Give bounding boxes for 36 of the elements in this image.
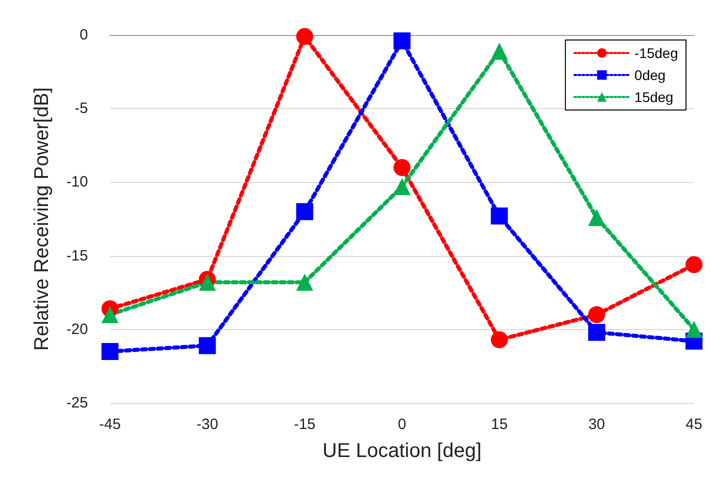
legend-label: -15deg bbox=[634, 45, 678, 61]
point bbox=[198, 274, 216, 291]
x-tick-label: 0 bbox=[398, 416, 406, 433]
point bbox=[102, 342, 118, 360]
y-tick-label: -20 bbox=[66, 320, 88, 338]
x-tick-label: -15 bbox=[294, 416, 316, 433]
y-tick-label: -10 bbox=[66, 174, 88, 191]
point bbox=[490, 208, 508, 225]
point bbox=[394, 32, 410, 50]
point bbox=[296, 203, 314, 220]
point bbox=[588, 306, 606, 324]
y-tick-label: -15 bbox=[66, 247, 88, 264]
point bbox=[198, 337, 216, 354]
y-tick-label: -25 bbox=[66, 394, 88, 412]
x-tick-label: 45 bbox=[686, 416, 702, 433]
x-tick-label: 15 bbox=[490, 416, 508, 433]
x-tick-label: 30 bbox=[588, 416, 606, 433]
point bbox=[394, 158, 410, 176]
point bbox=[296, 274, 314, 291]
point bbox=[394, 178, 410, 196]
point bbox=[686, 256, 702, 274]
point bbox=[490, 331, 508, 348]
y-tick-label: -5 bbox=[74, 100, 88, 118]
y-axis-title: Relative Receiving Power[dB] bbox=[31, 87, 53, 351]
x-axis-title: UE Location [deg] bbox=[322, 440, 482, 462]
x-tick-label: -30 bbox=[196, 416, 218, 433]
x-tick-label: -45 bbox=[99, 416, 121, 433]
legend-label: 0deg bbox=[634, 67, 666, 83]
legend-label: 15deg bbox=[634, 89, 674, 105]
y-tick-label: 0 bbox=[80, 26, 88, 44]
point bbox=[686, 320, 702, 338]
point bbox=[588, 209, 606, 226]
point bbox=[588, 324, 606, 341]
point bbox=[490, 42, 508, 60]
point bbox=[296, 28, 314, 45]
point bbox=[102, 306, 118, 324]
